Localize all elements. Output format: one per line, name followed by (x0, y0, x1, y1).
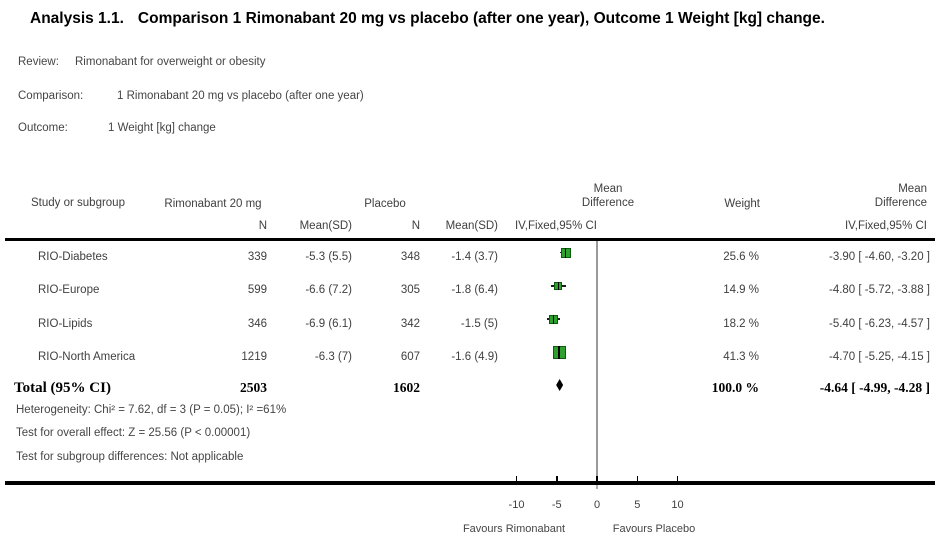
axis-tick-label: 10 (671, 499, 684, 511)
zero-tick-stub (596, 485, 598, 489)
effect-point-tick (558, 345, 560, 359)
effect-point-tick (552, 314, 555, 324)
treatment-meansd-cell: -5.3 (5.5) (305, 251, 352, 263)
axis-tick (515, 475, 518, 482)
treatment-meansd-cell: -6.6 (7.2) (305, 284, 352, 297)
total-weight: 100.0 % (711, 380, 759, 395)
treatment-n-cell: 599 (247, 284, 267, 297)
table-top-rule (5, 238, 935, 241)
placebo-n-cell: 342 (400, 317, 420, 330)
zero-reference-line (596, 241, 598, 481)
axis-tick-label: 5 (634, 499, 641, 511)
col-header-n-treatment: N (258, 220, 267, 232)
placebo-n-cell: 305 (400, 284, 420, 297)
axis-tick-label: -5 (551, 499, 562, 511)
study-name-cell: RIO-Europe (38, 284, 100, 297)
col-header-weight: Weight (724, 198, 760, 210)
study-name-cell: RIO-Lipids (38, 317, 93, 330)
study-name-cell: RIO-North America (38, 351, 136, 364)
study-row: RIO-North America 1219 -6.3 (7) 607 -1.6 (4.… (0, 341, 940, 374)
ci-cell: -4.70 [ -5.25, -4.15 ] (828, 351, 930, 364)
total-diamond (556, 379, 564, 391)
total-ci: -4.64 [ -4.99, -4.28 ] (819, 380, 930, 395)
study-row: RIO-Lipids 346 -6.9 (6.1) 342 -1.5 (5) 18.2 %… (0, 308, 940, 341)
weight-cell: 14.9 % (723, 284, 759, 297)
subgroup-differences-note: Test for subgroup differences: Not appli… (16, 451, 244, 463)
col-header-treatment-group: Rimonabant 20 mg (164, 198, 262, 210)
treatment-n-cell: 339 (247, 251, 267, 263)
col-header-meansd-placebo: Mean(SD) (445, 220, 498, 232)
review-label: Review: (18, 56, 59, 68)
axis-tick (556, 475, 558, 482)
placebo-meansd-cell: -1.4 (3.7) (451, 251, 498, 263)
axis-baseline-rule (5, 481, 935, 485)
weight-cell: 18.2 % (723, 317, 759, 330)
col-header-mean-difference-plot: Mean Difference (582, 182, 634, 210)
overall-effect-note: Test for overall effect: Z = 25.56 (P < … (16, 427, 251, 439)
placebo-meansd-cell: -1.5 (5) (460, 317, 498, 330)
placebo-n-cell: 607 (400, 351, 420, 364)
effect-point-tick (557, 281, 560, 290)
col-header-placebo-group: Placebo (364, 198, 406, 210)
total-n-treatment: 2503 (240, 380, 267, 395)
axis-tick-label: -10 (508, 499, 525, 511)
placebo-meansd-cell: -1.6 (4.9) (451, 351, 498, 364)
comparison-label: Comparison: (18, 90, 84, 102)
analysis-title-text: Comparison 1 Rimonabant 20 mg vs placebo… (137, 10, 825, 27)
md-header-line2: Difference (581, 197, 635, 209)
col-header-mean-difference-text: Mean Difference (775, 182, 927, 210)
col-header-meansd-treatment: Mean(SD) (299, 220, 352, 232)
axis-tick-label: 0 (593, 499, 601, 511)
col-header-n-placebo: N (411, 220, 420, 232)
axis-tick (676, 475, 679, 482)
study-row: RIO-Diabetes 339 -5.3 (5.5) 348 -1.4 (3.7) 25… (0, 241, 940, 274)
comparison-value: 1 Rimonabant 20 mg vs placebo (after one… (117, 90, 364, 102)
effect-point-tick (564, 247, 567, 258)
treatment-meansd-cell: -6.3 (7) (314, 351, 352, 364)
weight-cell: 25.6 % (723, 251, 759, 263)
analysis-title: Analysis 1.1. Comparison 1 Rimonabant 20 … (30, 10, 825, 28)
treatment-n-cell: 1219 (241, 351, 267, 364)
col-header-ci-method-text: IV,Fixed,95% CI (844, 220, 927, 232)
placebo-n-cell: 348 (400, 251, 420, 263)
favours-left-label: Favours Rimonabant (462, 523, 566, 535)
review-value: Rimonabant for overweight or obesity (75, 56, 266, 68)
ci-cell: -4.80 [ -5.72, -3.88 ] (828, 284, 930, 297)
outcome-label: Outcome: (18, 122, 68, 134)
md-header-line1: Mean (593, 183, 623, 195)
placebo-meansd-cell: -1.8 (6.4) (451, 284, 498, 297)
total-label: Total (95% CI) (14, 380, 111, 396)
favours-right-label: Favours Placebo (612, 523, 696, 535)
study-name-cell: RIO-Diabetes (38, 251, 108, 263)
col-header-ci-method-plot: IV,Fixed,95% CI (514, 220, 597, 232)
ci-cell: -3.90 [ -4.60, -3.20 ] (828, 251, 930, 263)
weight-cell: 41.3 % (723, 351, 759, 364)
md-header-line1: Mean (898, 183, 927, 195)
ci-cell: -5.40 [ -6.23, -4.57 ] (828, 317, 930, 330)
study-row: RIO-Europe 599 -6.6 (7.2) 305 -1.8 (6.4) 14.9… (0, 274, 940, 307)
axis-tick (596, 475, 598, 482)
analysis-title-prefix: Analysis 1.1. (30, 10, 124, 27)
md-header-line2: Difference (874, 197, 927, 209)
axis-tick (636, 475, 638, 482)
outcome-value: 1 Weight [kg] change (108, 122, 216, 134)
heterogeneity-note: Heterogeneity: Chi² = 7.62, df = 3 (P = … (16, 404, 287, 416)
total-row: Total (95% CI) 2503 1602 100.0 % -4.64 [… (0, 372, 940, 404)
total-n-placebo: 1602 (393, 380, 420, 395)
col-header-study: Study or subgroup (31, 197, 125, 209)
treatment-meansd-cell: -6.9 (6.1) (305, 317, 352, 330)
treatment-n-cell: 346 (247, 317, 267, 330)
